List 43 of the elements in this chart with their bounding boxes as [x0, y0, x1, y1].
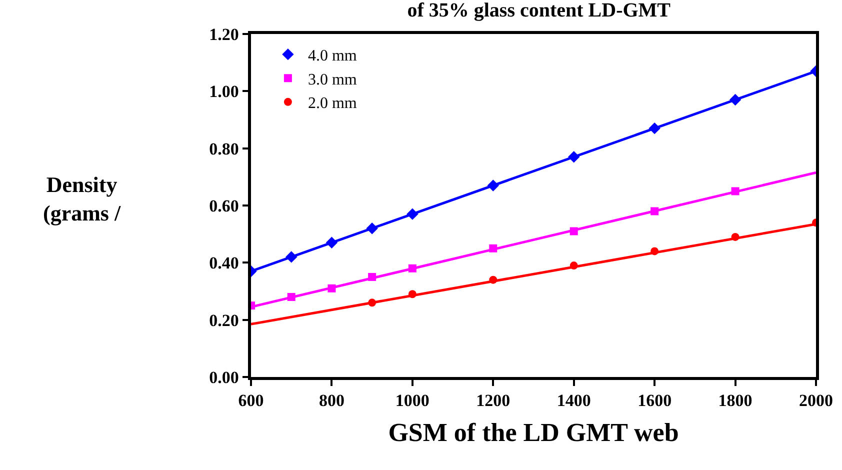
x-axis-title: GSM of the LD GMT web	[388, 418, 679, 447]
point	[328, 284, 336, 292]
point	[406, 208, 418, 220]
x-tick-label: 1000	[395, 391, 430, 410]
x-tick-label: 1200	[476, 391, 510, 410]
legend-label: 3.0 mm	[308, 71, 358, 88]
y-tick-label: 1.20	[209, 24, 239, 44]
x-tick-label: 600	[238, 391, 264, 410]
point	[408, 290, 416, 298]
y-tick-label: 0.60	[209, 196, 239, 216]
x-tick-label: 1400	[556, 391, 591, 410]
x-tick-label: 2000	[799, 391, 833, 410]
point	[489, 244, 498, 252]
point	[650, 247, 659, 256]
y-axis-title: Density (grams /	[43, 172, 122, 226]
y-tick-label: 0.00	[209, 368, 239, 387]
point	[368, 298, 376, 307]
y-tick-label: 0.80	[209, 139, 239, 158]
y-tick-label: 1.00	[209, 82, 239, 102]
point	[489, 276, 498, 284]
point	[408, 264, 416, 272]
point	[487, 180, 499, 192]
x-tick-label: 1800	[718, 391, 752, 410]
y-tick-label: 0.20	[209, 310, 239, 330]
point	[286, 251, 298, 263]
point	[731, 187, 740, 196]
point	[326, 236, 338, 249]
y-tick-label: 0.40	[209, 254, 239, 273]
point	[570, 227, 578, 236]
point	[570, 262, 578, 270]
chart-title: of 35% glass content LD-GMT	[407, 0, 672, 22]
point	[568, 151, 580, 163]
point	[731, 232, 740, 241]
point	[366, 222, 378, 234]
point	[368, 272, 376, 281]
x-tick-label: 800	[318, 391, 344, 410]
point	[287, 292, 296, 301]
legend-label: 2.0 mm	[308, 95, 358, 112]
legend-label: 4.0 mm	[308, 48, 358, 65]
point	[729, 94, 742, 106]
point	[648, 122, 660, 134]
x-tick-label: 1600	[638, 391, 672, 410]
point	[650, 207, 659, 216]
